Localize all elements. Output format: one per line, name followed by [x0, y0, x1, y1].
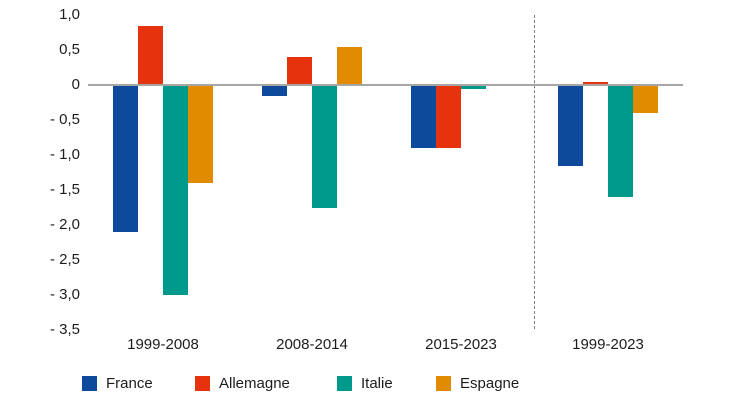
legend-label: Allemagne: [219, 375, 290, 392]
bar-allemagne-1999-2023: [583, 81, 608, 85]
bar-france-1999-2023: [558, 85, 583, 166]
y-tick-label: - 3,5: [49, 321, 80, 338]
bar-espagne-1999-2023: [633, 85, 658, 113]
bar-france-1999-2008: [113, 85, 138, 232]
y-tick-label: - 2,0: [49, 216, 80, 233]
legend-swatch-allemagne: [195, 376, 210, 391]
x-category-label-1999-2023: 1999-2023: [572, 336, 644, 353]
bar-italie-1999-2008: [163, 85, 188, 295]
legend-swatch-espagne: [436, 376, 451, 391]
y-tick-label: - 1,5: [49, 181, 80, 198]
y-tick-label: - 1,0: [49, 146, 80, 163]
legend-swatch-france: [82, 376, 97, 391]
legend-label: Italie: [361, 375, 393, 392]
bar-france-2015-2023: [411, 85, 436, 148]
bar-espagne-1999-2008: [188, 85, 213, 183]
y-tick-label: - 0,5: [49, 111, 80, 128]
bar-espagne-2008-2014: [337, 46, 362, 85]
y-tick-label: 1,0: [59, 6, 80, 23]
legend-item-italie: Italie: [337, 375, 393, 392]
bar-allemagne-2015-2023: [436, 85, 461, 148]
legend-swatch-italie: [337, 376, 352, 391]
y-tick-label: - 3,0: [49, 286, 80, 303]
legend-item-france: France: [82, 375, 153, 392]
legend: France Allemagne Italie Espagne: [0, 371, 730, 401]
bar-allemagne-2008-2014: [287, 57, 312, 85]
legend-item-allemagne: Allemagne: [195, 375, 290, 392]
legend-label: Espagne: [460, 375, 520, 392]
legend-label: France: [106, 375, 153, 392]
y-tick-label: 0: [71, 76, 80, 93]
bar-italie-2015-2023: [461, 85, 486, 89]
bar-france-2008-2014: [262, 85, 287, 96]
zero-axis-line: [88, 84, 683, 86]
x-category-label-1999-2008: 1999-2008: [127, 336, 199, 353]
y-tick-label: 0,5: [59, 41, 80, 58]
bar-italie-1999-2023: [608, 85, 633, 197]
x-category-label-2015-2023: 2015-2023: [425, 336, 497, 353]
period-separator-dashed-line: [534, 15, 535, 329]
y-tick-label: - 2,5: [49, 251, 80, 268]
bar-allemagne-1999-2008: [138, 25, 163, 85]
x-category-label-2008-2014: 2008-2014: [276, 336, 348, 353]
legend-item-espagne: Espagne: [436, 375, 519, 392]
bar-italie-2008-2014: [312, 85, 337, 208]
